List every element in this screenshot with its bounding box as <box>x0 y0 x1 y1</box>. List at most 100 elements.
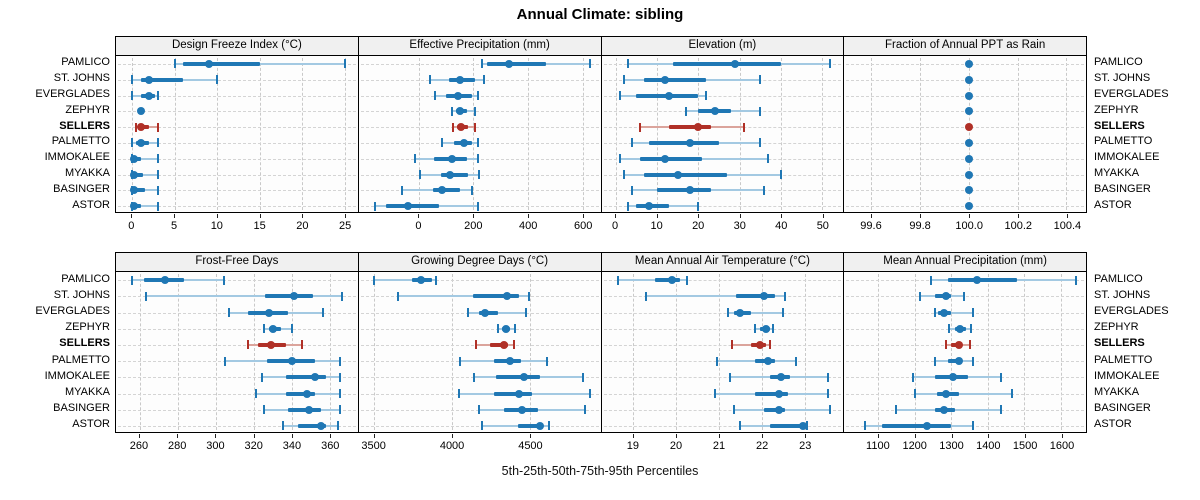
iqr-bar <box>265 294 313 299</box>
site-label: PAMLICO <box>1094 56 1143 69</box>
site-labels-left: PAMLICO ST. JOHNS EVERGLADES ZEPHYR SELLERS P… <box>0 252 115 433</box>
whisker-cap-high <box>473 106 476 116</box>
whisker-cap-low <box>933 308 936 317</box>
median-dot <box>136 107 145 116</box>
tick-mark <box>698 214 700 218</box>
whisker-cap-high <box>968 340 971 350</box>
whisker-cap-low <box>739 421 742 431</box>
row-guide <box>360 63 599 65</box>
median-dot <box>536 421 545 430</box>
axis-spacer <box>0 214 115 244</box>
iqr-bar <box>947 278 1018 283</box>
row-guide <box>118 409 356 411</box>
panel-3: Fraction of Annual PPT as Rain <box>843 37 1086 212</box>
median-dot <box>129 170 138 179</box>
whisker-cap-high <box>338 405 341 415</box>
whisker-cap-low <box>396 291 399 301</box>
site-label: PAMLICO <box>61 272 110 285</box>
row-guide <box>118 377 356 379</box>
panel-plot <box>359 272 601 432</box>
tick-label: 4000 <box>439 440 465 452</box>
median-dot <box>661 154 670 163</box>
site-label: BASINGER <box>1094 402 1151 415</box>
tick-label: 1500 <box>1012 440 1038 452</box>
whisker-cap-high <box>759 75 762 85</box>
whisker-cap-low <box>173 59 176 69</box>
row-guide <box>118 142 356 144</box>
whisker-cap-low <box>281 421 284 431</box>
whisker-cap-low <box>639 122 642 132</box>
row-guide <box>118 127 356 129</box>
site-label: BASINGER <box>1094 182 1151 195</box>
whisker-cap-high <box>972 308 975 317</box>
row-guide <box>118 328 356 330</box>
whisker-line <box>934 311 974 314</box>
site-label: BASINGER <box>53 182 110 195</box>
iqr-bar <box>472 294 520 299</box>
median-dot <box>136 138 145 147</box>
tick-mark <box>951 434 953 438</box>
tick-label: 30 <box>733 220 746 232</box>
whisker-cap-high <box>1074 275 1077 285</box>
tick-label: 600 <box>573 220 593 232</box>
axis-strip-4: 260 280 300 320 340 360 <box>115 434 358 460</box>
whisker-cap-low <box>715 356 718 366</box>
median-dot <box>288 357 297 366</box>
whisker-cap-low <box>631 185 634 195</box>
whisker-cap-low <box>480 59 483 69</box>
tick-mark <box>877 434 879 438</box>
whisker-cap-high <box>156 201 159 211</box>
median-dot <box>667 276 676 285</box>
axis-strip-3: 99.6 99.8 100.0 100.2 100.4 <box>844 214 1087 244</box>
iqr-bar <box>736 294 775 299</box>
median-dot <box>289 292 298 301</box>
panel-plot <box>602 272 844 432</box>
site-label: ASTOR <box>72 198 110 211</box>
row-guide <box>118 174 356 176</box>
tick-mark <box>615 214 617 218</box>
tick-label: 1300 <box>939 440 964 452</box>
whisker-cap-high <box>588 389 591 398</box>
tick-mark <box>1018 214 1020 218</box>
whisker-cap-low <box>224 356 227 366</box>
tick-label: 99.8 <box>909 220 931 232</box>
vertical-gridline <box>780 58 782 210</box>
whisker-cap-high <box>471 185 474 195</box>
vertical-gridline <box>633 274 635 430</box>
whisker-cap-high <box>483 75 486 85</box>
whisker-cap-low <box>617 275 620 285</box>
whisker-cap-high <box>476 138 479 148</box>
site-label: EVERGLADES <box>35 305 110 317</box>
tick-label: 20 <box>669 440 683 452</box>
whisker-cap-high <box>340 291 343 301</box>
whisker-cap-high <box>156 154 159 164</box>
whisker-cap-high <box>784 291 787 301</box>
row-guide <box>360 111 599 113</box>
tick-mark <box>781 214 783 218</box>
whisker-cap-high <box>588 59 591 69</box>
whisker-cap-high <box>156 122 159 132</box>
panel-plot <box>844 272 1086 432</box>
median-dot <box>673 170 682 179</box>
whisker-cap-low <box>911 372 914 382</box>
site-label: PALMETTO <box>51 135 110 148</box>
tick-mark <box>345 214 347 218</box>
whisker-cap-low <box>626 59 629 69</box>
row-guide <box>360 127 599 129</box>
whisker-cap-high <box>477 170 480 179</box>
whisker-cap-high <box>156 185 159 195</box>
tick-mark <box>632 434 634 438</box>
vertical-gridline <box>676 274 678 430</box>
tick-mark <box>920 214 922 218</box>
whisker-cap-low <box>944 340 947 350</box>
tick-mark <box>138 434 140 438</box>
panel-band-top: PAMLICO ST. JOHNS EVERGLADES ZEPHYR SELLERS P… <box>0 36 1200 213</box>
median-dot <box>954 340 963 349</box>
panel-7: Mean Annual Precipitation (mm) <box>843 253 1086 432</box>
median-dot <box>964 75 973 84</box>
whisker-cap-high <box>476 154 479 164</box>
iqr-bar <box>770 423 805 428</box>
panel-plot <box>844 56 1086 212</box>
site-label: PALMETTO <box>1094 135 1153 148</box>
